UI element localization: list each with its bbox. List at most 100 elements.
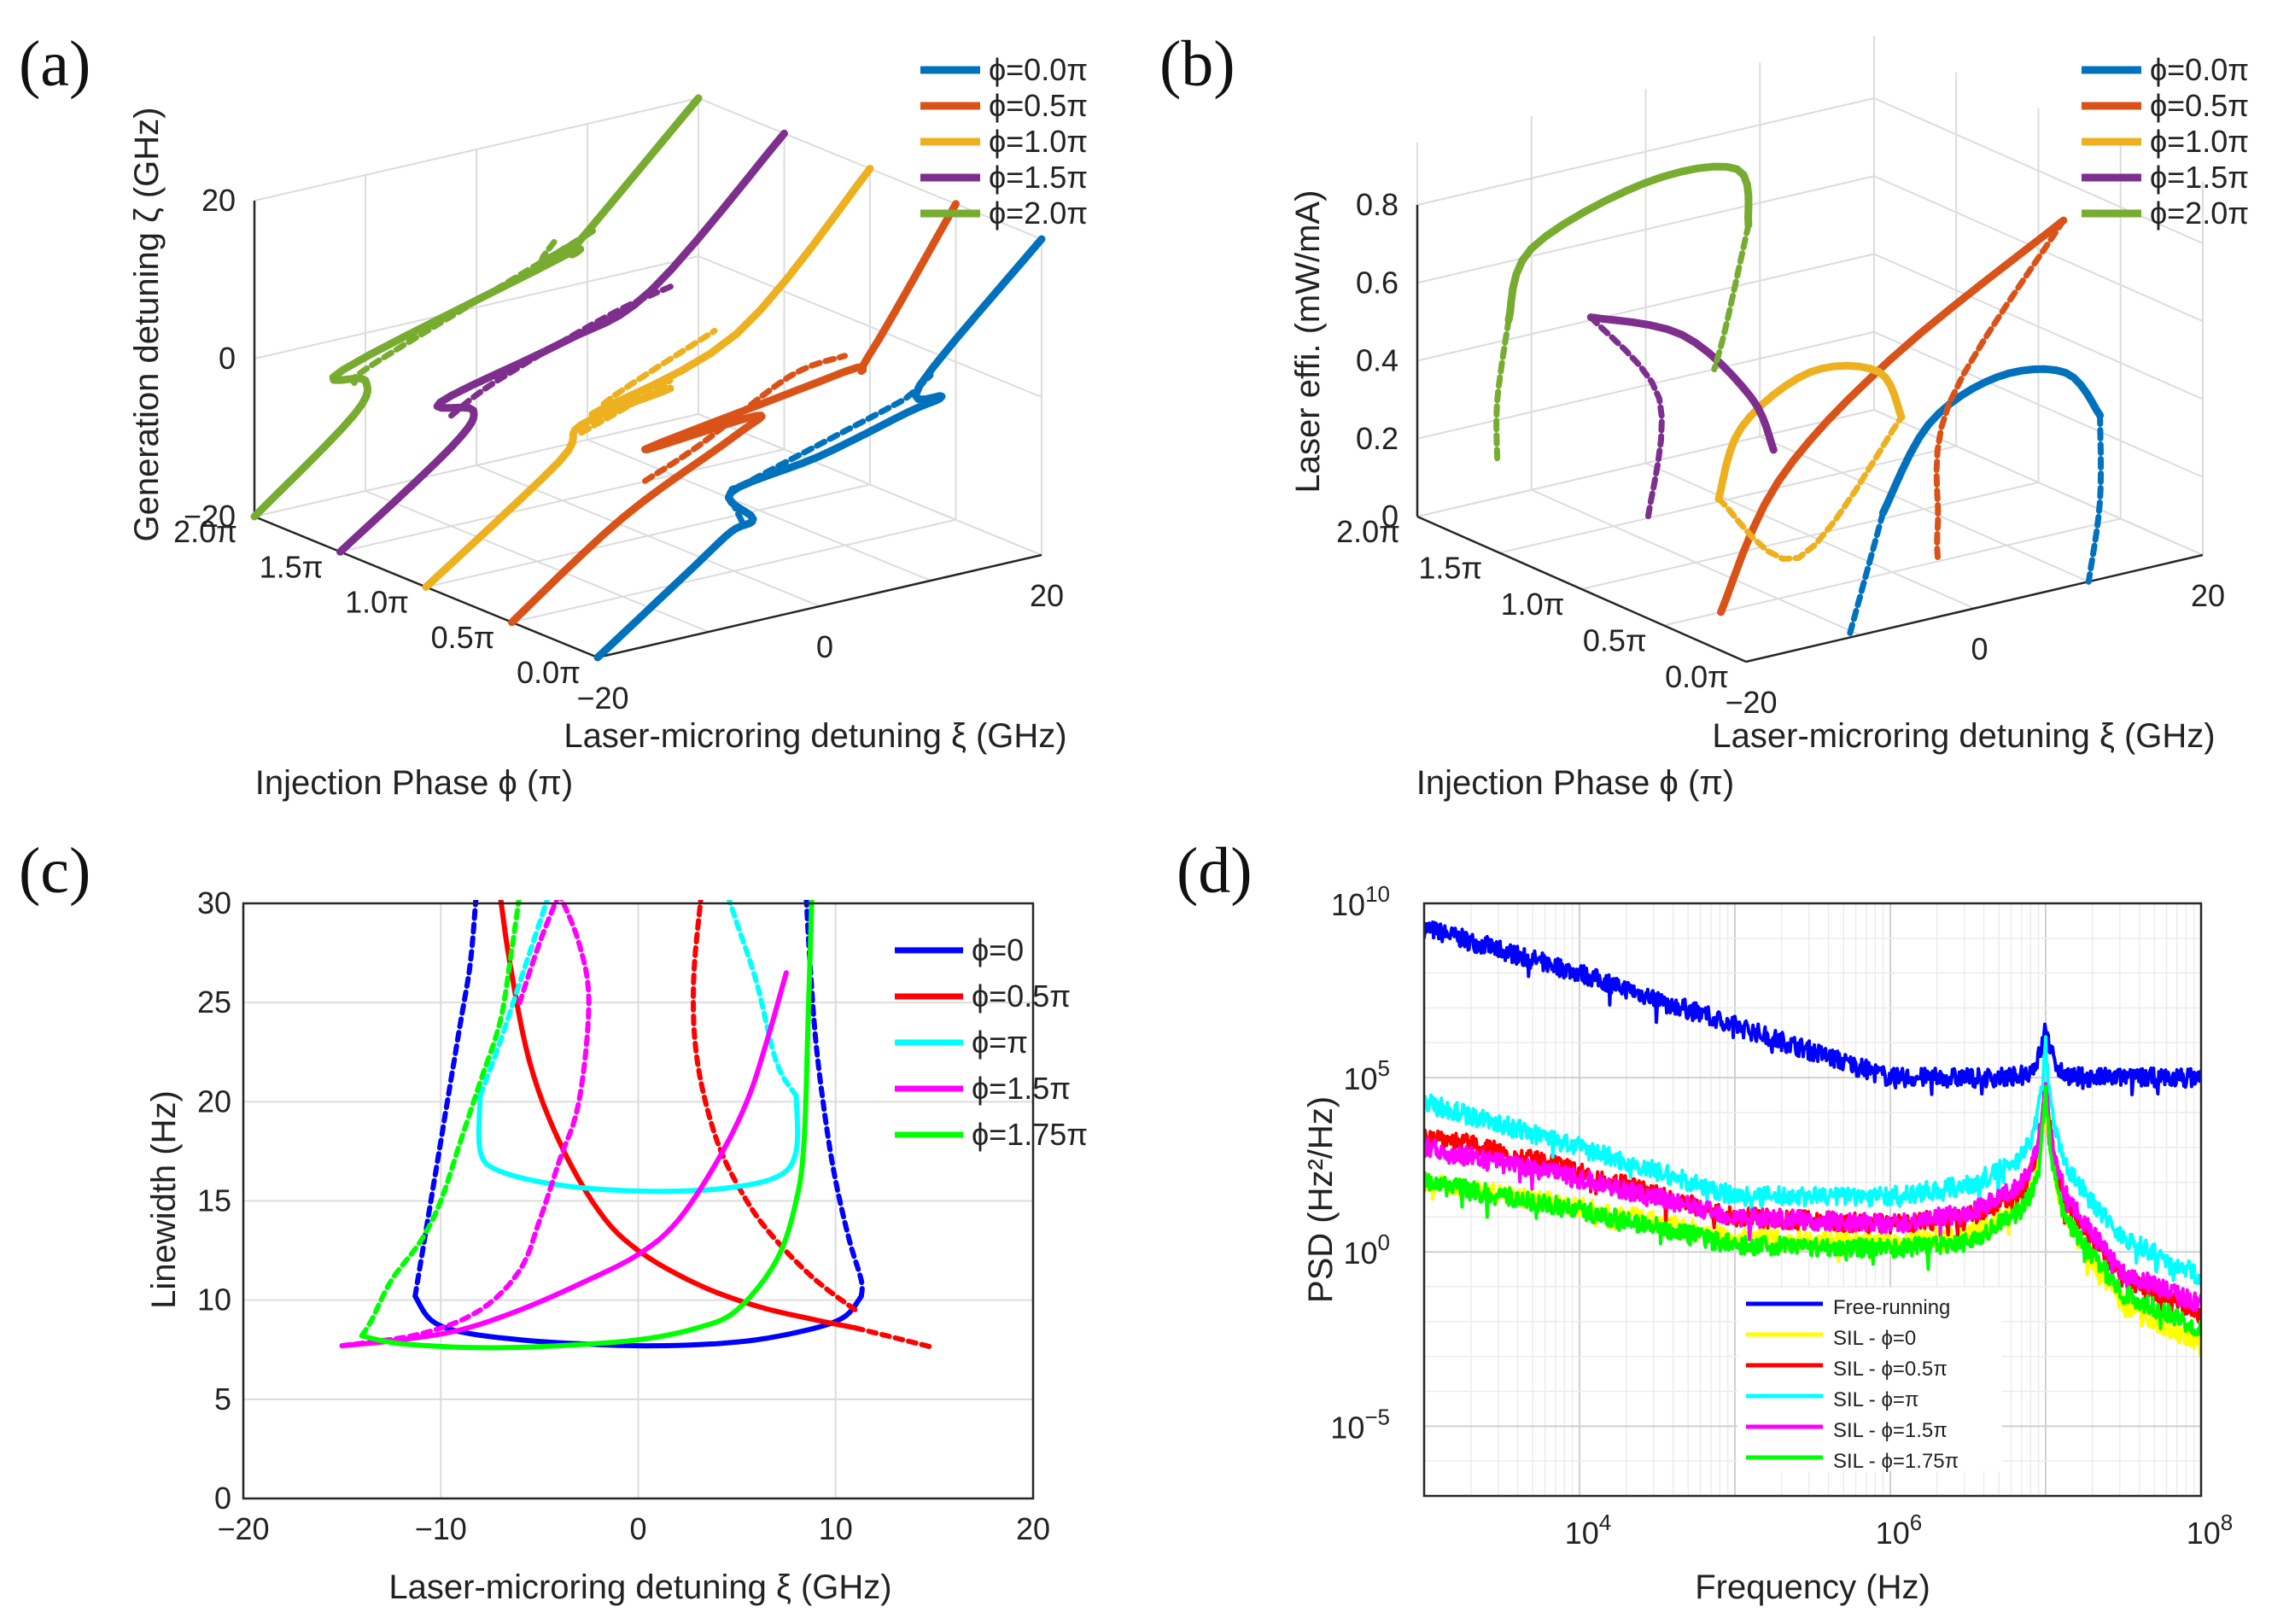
grid-line: [1416, 175, 1875, 284]
panel-label-b: (b): [1159, 28, 1235, 100]
legend-label: ϕ=0: [972, 932, 1024, 967]
series-solid-4: [1504, 162, 1753, 324]
series-solid-4: [359, 900, 815, 1351]
x-tick-label: 10: [819, 1511, 853, 1546]
legend-label: ϕ=1.5π: [989, 160, 1088, 195]
legend-label: SIL - ϕ=1.5π: [1833, 1419, 1948, 1442]
x-axis-line: [597, 553, 1042, 659]
legend-label: ϕ=0.0π: [989, 52, 1088, 87]
y-tick-label: 100: [1343, 1230, 1390, 1271]
legend-label: ϕ=π: [972, 1025, 1028, 1060]
grid-line: [1759, 435, 2089, 583]
y-axis-title: PSD (Hz²/Hz): [1302, 1096, 1340, 1303]
x-tick-label: 108: [2187, 1510, 2234, 1551]
series-dashed-0: [1845, 510, 1886, 641]
series-dashed2-4: [1711, 221, 1752, 372]
x-tick-label: −20: [576, 681, 628, 716]
legend: Free-running SIL - ϕ=0 SIL - ϕ=0.5π SIL - ϕ…: [1737, 1288, 2002, 1473]
x-tick-label: −20: [217, 1511, 269, 1546]
x-tick-label: 20: [1030, 578, 1064, 613]
z-tick-label: 0.8: [1356, 187, 1399, 222]
panel-c-chart: −20 −10 0 10 20 0 5 10 15 20 25 30 Laser-microring d…: [145, 885, 1088, 1606]
legend-label: ϕ=1.5π: [2150, 160, 2249, 195]
grid-line: [587, 439, 931, 581]
series-solid-2: [1714, 361, 1906, 503]
legend-label: SIL - ϕ=1.75π: [1833, 1450, 1959, 1473]
series-solid-0: [1879, 365, 2105, 517]
legend-label: SIL - ϕ=0.5π: [1833, 1358, 1948, 1381]
series-dashed-0: [412, 900, 479, 1299]
y-tick-label: 1.0π: [345, 585, 409, 620]
series-3: [1424, 1035, 2201, 1286]
panel-label-a: (a): [19, 28, 91, 100]
series-solid-1: [508, 200, 960, 627]
y-tick-label: 5: [214, 1382, 231, 1417]
y-tick-label: 20: [197, 1084, 231, 1119]
z-tick-label: −20: [184, 499, 236, 534]
series-dashed-4: [359, 900, 522, 1339]
y-tick-label: 0.0π: [1665, 659, 1729, 694]
x-tick-label: 20: [2191, 578, 2225, 613]
x-tick-label: −10: [415, 1511, 467, 1546]
z-tick-label: 0: [1381, 499, 1399, 534]
series-dashed-2: [1715, 413, 1905, 563]
panel-a-chart: −200200.0π0.5π1.0π1.5π2.0π−20020Laser-mi…: [128, 52, 1088, 802]
grid-line: [1416, 409, 1875, 517]
y-tick-label: 0.5π: [1583, 623, 1647, 658]
legend-label: ϕ=1.75π: [972, 1117, 1088, 1152]
series-solid-0: [593, 235, 1046, 662]
y-tick-label: 2.0π: [1336, 514, 1400, 549]
grid-line: [365, 490, 710, 633]
x-tick-label: 104: [1565, 1510, 1612, 1551]
z-tick-label: 20: [201, 183, 236, 218]
legend-label: ϕ=0.5π: [2150, 88, 2249, 123]
series-dashed2-1: [691, 900, 858, 1313]
series-solid-1: [1717, 216, 2068, 616]
z-axis-title: Generation detuning ζ (GHz): [128, 107, 166, 541]
series-solid-3: [336, 129, 788, 556]
x-tick-label: 20: [1016, 1511, 1050, 1546]
series-group: [339, 900, 937, 1351]
series-dashed-3: [1587, 314, 1665, 522]
series-dashed2-2: [726, 900, 799, 1099]
grid-line: [254, 255, 699, 359]
y-tick-label: 1.5π: [260, 549, 324, 584]
legend-label: ϕ=1.0π: [2150, 124, 2249, 159]
y-tick-label: 105: [1343, 1055, 1390, 1096]
y-tick-label: 0.0π: [517, 655, 581, 690]
series-0: [1424, 920, 2201, 1096]
x-tick-label: 0: [816, 629, 833, 664]
y-tick-label: 25: [197, 984, 231, 1019]
panel-b-chart: −200200.0π0.5π1.0π1.5π2.0π00.20.40.60.8L…: [1289, 36, 2249, 802]
grid-line: [1416, 97, 1875, 206]
x-axis-title: Laser-microring detuning ξ (GHz): [564, 717, 1066, 755]
x-axis-title: Laser-microring detuning ξ (GHz): [388, 1569, 891, 1606]
y-axis-title: Injection Phase ϕ (π): [1416, 764, 1734, 802]
y-tick-label: 1.5π: [1418, 551, 1482, 586]
y-tick-label: 15: [197, 1183, 231, 1218]
series-dashed2-3: [517, 900, 560, 1006]
panel-label-c: (c): [19, 835, 91, 907]
series-group: [1424, 920, 2201, 1357]
y-axis-title: Linewidth (Hz): [145, 1090, 183, 1309]
panel-d-chart: 104 106 108 10−5 100 105 1010 Frequency (Hz) PSD…: [1302, 881, 2233, 1606]
series-dashed-1: [1933, 217, 2067, 564]
z-tick-label: 0.6: [1356, 265, 1399, 300]
z-tick-label: 0: [219, 341, 236, 376]
y-tick-label: 30: [197, 885, 231, 920]
series-dashed-1: [852, 1325, 937, 1351]
legend-box: [1737, 1288, 2002, 1471]
panel-label-d: (d): [1177, 835, 1253, 907]
legend-label: ϕ=1.0π: [989, 124, 1088, 159]
series-solid-1: [498, 900, 858, 1331]
legend-label: ϕ=0.0π: [2150, 52, 2249, 87]
z-axis-title: Laser effi. (mW/mA): [1289, 190, 1327, 494]
y-axis-line: [1416, 515, 1747, 663]
series-dashed-2: [477, 900, 551, 1099]
x-axis-title: Frequency (Hz): [1695, 1569, 1930, 1606]
y-tick-label: 0.5π: [431, 620, 495, 655]
series-solid-3: [339, 970, 789, 1349]
x-tick-label: 106: [1876, 1510, 1923, 1551]
legend-label: Free-running: [1833, 1296, 1950, 1319]
